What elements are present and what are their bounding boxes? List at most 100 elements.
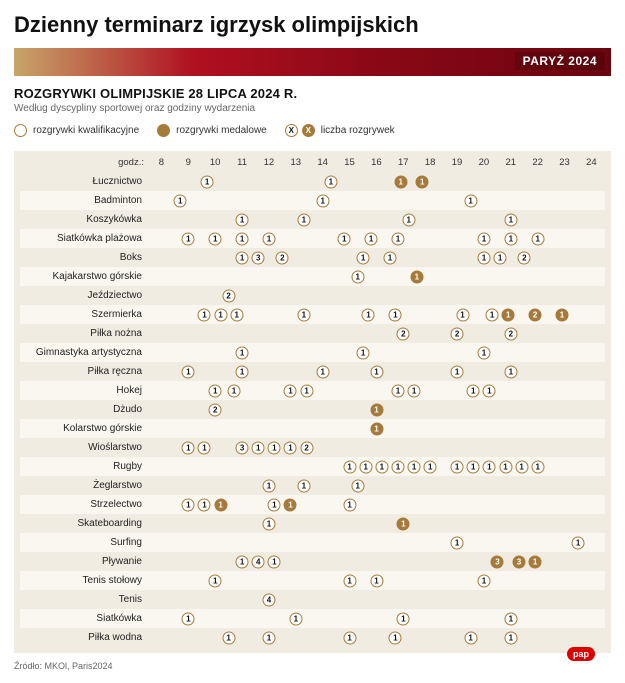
sport-row: Żeglarstwo111 [20, 476, 605, 495]
qual-marker: 1 [297, 308, 310, 321]
qual-marker: 1 [236, 365, 249, 378]
sport-label: Łucznictwo [20, 176, 148, 187]
qual-marker: 1 [504, 631, 517, 644]
qual-marker: 3 [236, 441, 249, 454]
qual-marker: 1 [451, 536, 464, 549]
sport-row: Skateboarding11 [20, 514, 605, 533]
qual-marker: 1 [408, 384, 421, 397]
medal-marker: 3 [491, 555, 504, 568]
qual-marker: 1 [362, 308, 375, 321]
sport-slots: 111 [148, 343, 605, 362]
sport-slots: 111111111111 [148, 457, 605, 476]
sport-label: Wioślarstwo [20, 442, 148, 453]
hour-cell: 8 [148, 157, 175, 168]
sport-row: Strzelectwo111111 [20, 495, 605, 514]
qual-marker: 1 [483, 460, 496, 473]
qual-marker: 1 [262, 479, 275, 492]
header-bar: PARYŻ 2024 [14, 48, 611, 76]
sport-row: Gimnastyka artystyczna111 [20, 343, 605, 362]
sport-row: Siatkówka1111 [20, 609, 605, 628]
qual-marker: 1 [531, 232, 544, 245]
qual-marker: 1 [499, 460, 512, 473]
hour-cell: 11 [229, 157, 256, 168]
qual-marker: 1 [504, 365, 517, 378]
sport-row: Jeździectwo2 [20, 286, 605, 305]
qual-marker: 2 [397, 327, 410, 340]
sport-row: Łucznictwo1111 [20, 172, 605, 191]
qual-marker: 1 [222, 631, 235, 644]
source-text: Źródło: MKOl, Paris2024 [14, 661, 611, 671]
legend: rozgrywki kwalifikacyjne rozgrywki medal… [14, 124, 611, 137]
sport-label: Skateboarding [20, 518, 148, 529]
sport-slots: 1111 [148, 609, 605, 628]
hour-cell: 22 [524, 157, 551, 168]
sport-slots: 1111 [148, 172, 605, 191]
sport-slots: 11111111121 [148, 305, 605, 324]
qual-marker: 1 [236, 555, 249, 568]
sport-label: Dżudo [20, 404, 148, 415]
sport-label: Tenis stołowy [20, 575, 148, 586]
hour-cell: 19 [444, 157, 471, 168]
qual-marker: 1 [357, 346, 370, 359]
qual-marker: 4 [252, 555, 265, 568]
qual-marker: 1 [236, 213, 249, 226]
sport-slots: 111 [148, 476, 605, 495]
legend-medal-label: rozgrywki medalowe [176, 125, 267, 136]
qual-marker: 1 [467, 460, 480, 473]
qual-marker: 1 [198, 441, 211, 454]
medal-marker: 1 [214, 498, 227, 511]
sport-slots: 21 [148, 400, 605, 419]
sport-slots: 4 [148, 590, 605, 609]
sport-row: Pływanie141331 [20, 552, 605, 571]
qual-marker: 2 [518, 251, 531, 264]
qual-marker: 1 [343, 460, 356, 473]
qual-marker: 1 [262, 517, 275, 530]
medal-marker: 1 [397, 517, 410, 530]
sport-slots: 11 [148, 514, 605, 533]
medal-marker: 1 [416, 175, 429, 188]
medal-marker: 1 [284, 498, 297, 511]
sport-slots: 2 [148, 286, 605, 305]
sport-label: Rugby [20, 461, 148, 472]
sport-slots: 111111 [148, 362, 605, 381]
sport-row: Tenis4 [20, 590, 605, 609]
event-badge: PARYŻ 2024 [515, 52, 605, 70]
hour-cell: 10 [202, 157, 229, 168]
sport-slots: 11 [148, 267, 605, 286]
qual-marker: 1 [209, 384, 222, 397]
qual-marker: 1 [383, 251, 396, 264]
sport-slots: 111111 [148, 628, 605, 647]
qual-marker: 1 [338, 232, 351, 245]
hour-cell: 9 [175, 157, 202, 168]
sport-slots: 141331 [148, 552, 605, 571]
qual-marker: 1 [284, 441, 297, 454]
qual-marker: 1 [572, 536, 585, 549]
medal-marker: 1 [370, 403, 383, 416]
qual-marker: 2 [300, 441, 313, 454]
sport-slots: 1 [148, 419, 605, 438]
chart-area: godz.: 89101112131415161718192021222324 … [14, 151, 611, 653]
qual-icon [14, 124, 27, 137]
qual-marker: 2 [276, 251, 289, 264]
qual-marker: 1 [424, 460, 437, 473]
legend-count: X X liczba rozgrywek [285, 124, 395, 137]
qual-marker: 1 [478, 346, 491, 359]
medal-marker: 1 [370, 422, 383, 435]
sport-label: Surfing [20, 537, 148, 548]
qual-marker: 1 [531, 460, 544, 473]
sport-label: Żeglarstwo [20, 480, 148, 491]
qual-marker: 1 [375, 460, 388, 473]
hour-cell: 15 [336, 157, 363, 168]
qual-marker: 1 [389, 308, 402, 321]
qual-marker: 2 [451, 327, 464, 340]
sport-row: Szermierka11111111121 [20, 305, 605, 324]
qual-marker: 1 [182, 441, 195, 454]
qual-marker: 1 [408, 460, 421, 473]
medal-marker: 1 [394, 175, 407, 188]
qual-marker: 1 [252, 441, 265, 454]
qual-marker: 1 [343, 498, 356, 511]
qual-marker: 1 [236, 251, 249, 264]
qual-marker: 1 [262, 232, 275, 245]
legend-qual: rozgrywki kwalifikacyjne [14, 124, 139, 137]
legend-qual-label: rozgrywki kwalifikacyjne [33, 125, 139, 136]
